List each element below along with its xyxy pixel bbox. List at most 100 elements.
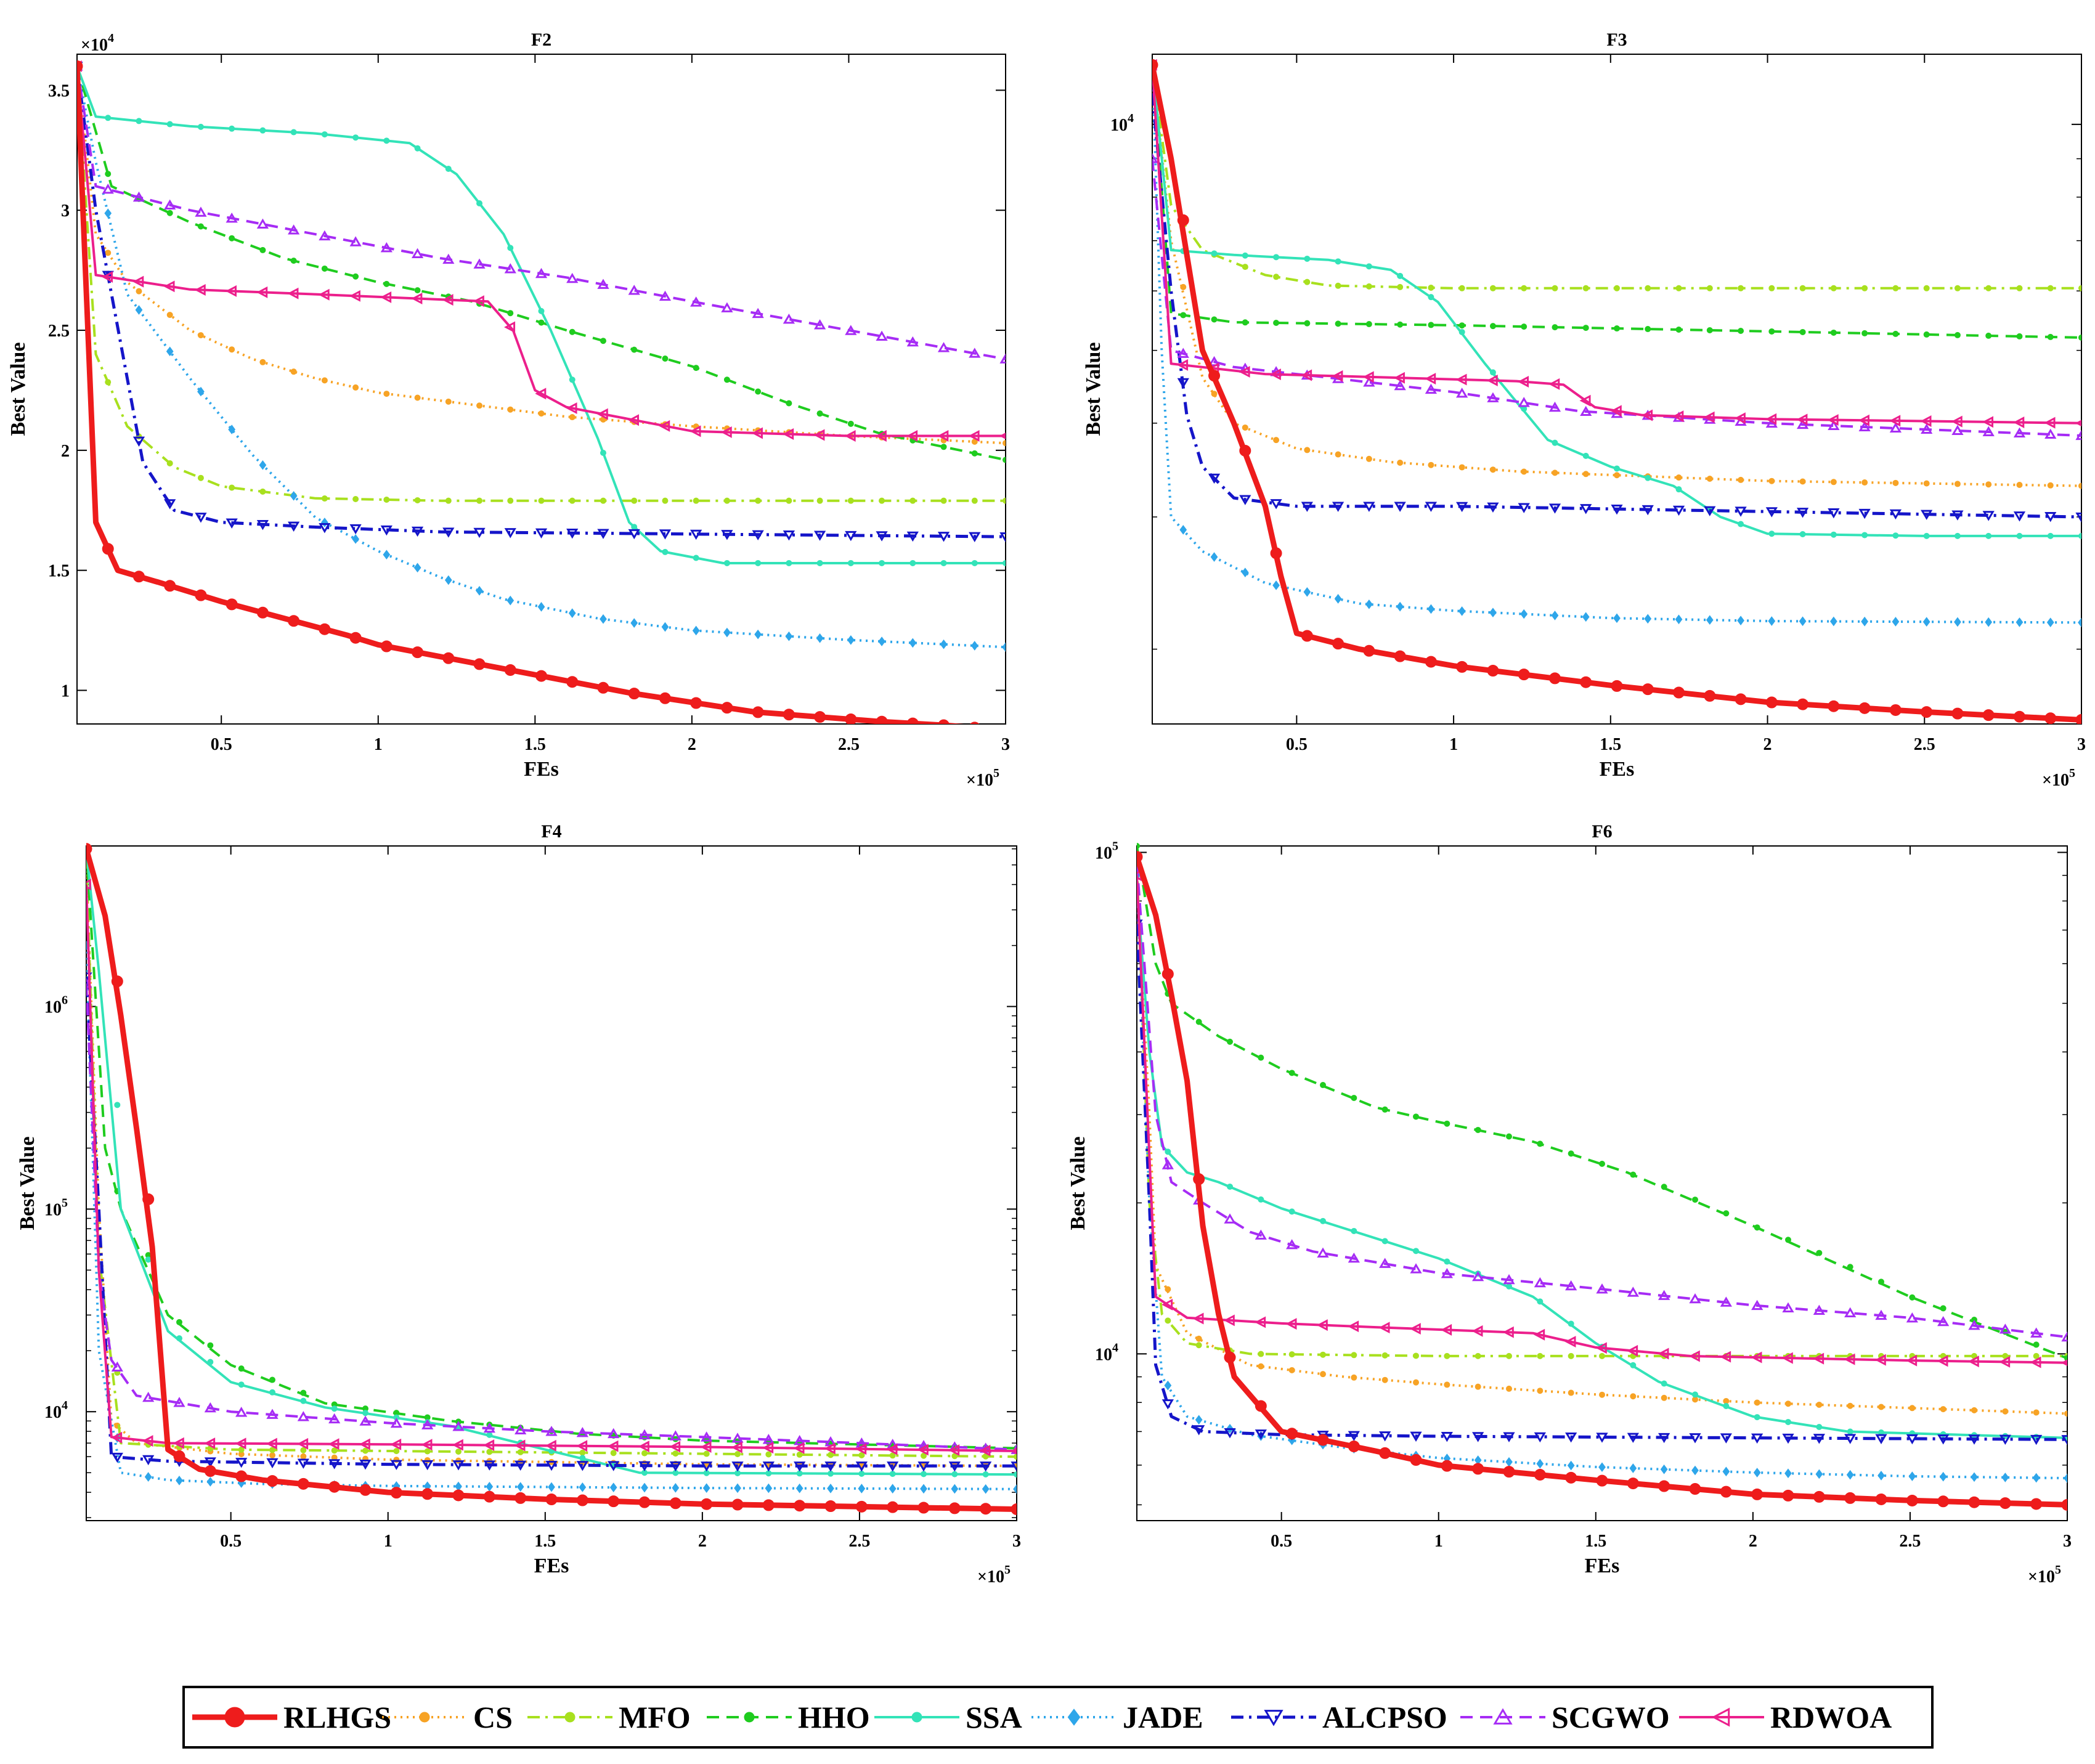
data-point [1472,1463,1484,1475]
y-tick-base: 10 [44,998,62,1017]
data-point [1999,1323,2011,1334]
data-point [1351,1352,1357,1359]
data-point [256,520,269,530]
data-point [1785,1418,1791,1425]
data-point [132,191,145,202]
data-point [889,1452,896,1459]
data-point [844,429,856,442]
legend-marker [744,1712,755,1723]
data-point [1486,375,1498,386]
legend-marker [1711,1707,1730,1727]
data-point [507,310,514,317]
data-point [1152,153,1158,163]
data-point [1255,1316,1266,1328]
x-tick-label: 1 [1449,735,1458,754]
data-point [1381,1376,1388,1383]
data-point [721,530,733,540]
y-tick-exponent: 5 [62,1196,68,1209]
data-point [1985,285,1992,291]
series-rdwoa [1152,59,2081,429]
data-point [672,1450,679,1457]
data-point [1552,285,1558,291]
data-point [1161,1399,1174,1410]
data-point [1830,531,1837,538]
x-tick-label: 2.5 [838,735,860,754]
data-point [1782,1433,1794,1444]
data-point [1940,1305,1947,1312]
data-point [638,1496,651,1508]
data-point [1754,1224,1760,1231]
data-point [917,1461,930,1472]
data-point [1982,709,1995,721]
data-point [515,1460,527,1471]
data-point [455,1448,462,1455]
data-point [1242,319,1248,326]
series-alcpso [86,972,1017,1472]
data-point [1645,285,1651,291]
data-point [794,1461,806,1472]
subplot-title: F4 [541,821,561,842]
data-point [288,615,300,627]
data-point [535,528,548,539]
data-point [1363,502,1375,512]
data-point [690,425,701,437]
legend-label: HHO [798,1700,870,1734]
y-tick-label: 104 [1110,112,1134,135]
data-point [940,559,947,566]
data-point [858,1484,866,1494]
data-point [352,496,359,503]
data-point [1193,1173,1205,1185]
data-point [359,1484,372,1496]
data-point [421,1439,433,1451]
data-point [1301,502,1313,512]
series-line [77,66,1006,445]
data-point [1660,1464,1668,1474]
data-point [1720,1486,1732,1498]
data-point [1844,1434,1857,1444]
data-point [1335,320,1341,327]
data-point [669,1497,681,1510]
data-point [229,346,235,353]
data-point [321,377,328,384]
data-point [452,1439,463,1451]
data-point [1658,1480,1670,1492]
data-point [164,199,176,210]
data-point [1813,1434,1825,1444]
data-point [1754,1414,1760,1421]
data-point [1320,1351,1326,1358]
data-point [235,1458,248,1468]
data-point [2078,285,2081,291]
data-point [2033,1341,2040,1348]
data-point [1224,1428,1236,1439]
data-point [349,524,362,535]
data-point [1193,1425,1205,1436]
data-point [229,484,235,491]
data-point [1536,1458,1544,1469]
data-point [813,429,825,441]
data-point [638,1441,649,1453]
data-point [1397,283,1404,290]
data-point [1580,504,1592,514]
data-point [751,427,763,439]
data-point [1967,1356,1979,1368]
data-point [331,1447,338,1454]
data-point [1517,376,1529,388]
data-point [504,321,516,333]
data-point [86,879,91,891]
data-point [1954,532,1961,539]
data-point [288,521,300,532]
data-point [328,1438,340,1450]
data-point [752,530,764,540]
data-point [879,497,885,504]
data-point [297,1437,309,1450]
data-point [937,342,950,352]
data-point [1475,1383,1481,1390]
data-point [1521,468,1528,475]
data-point [845,713,857,724]
legend-marker [911,1712,922,1723]
data-point [1782,1489,1794,1502]
data-point [1892,532,1899,539]
data-point [1954,481,1961,487]
data-point [999,353,1006,364]
data-point [1301,630,1313,642]
